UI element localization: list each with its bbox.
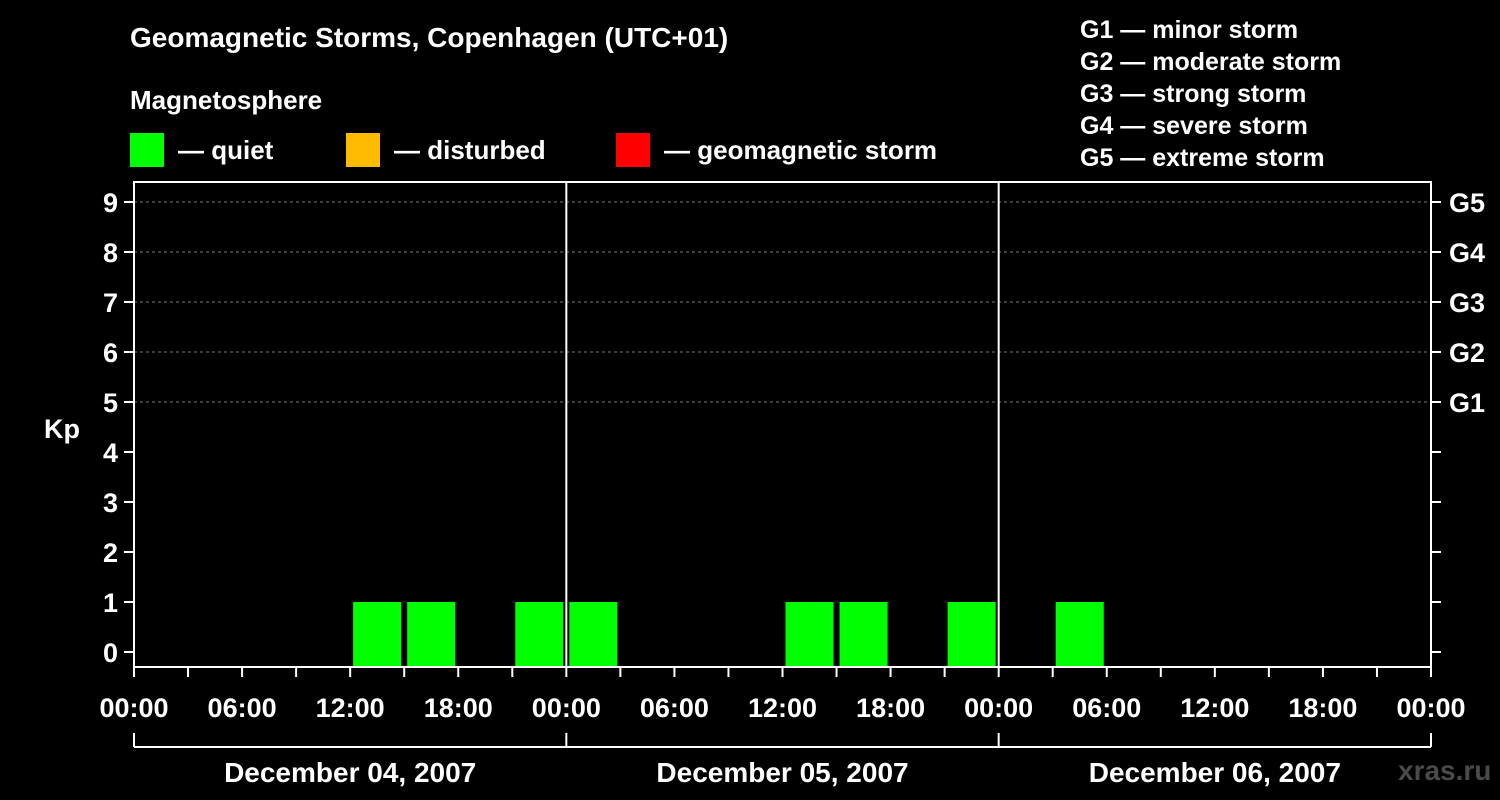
x-tick-label-3: 18:00 bbox=[424, 693, 493, 723]
kp-bar-7 bbox=[947, 602, 996, 667]
x-tick-label-4: 00:00 bbox=[532, 693, 601, 723]
x-tick-label-11: 18:00 bbox=[1288, 693, 1357, 723]
kp-bar-2 bbox=[407, 602, 456, 667]
y-tick-label-3: 3 bbox=[103, 488, 118, 518]
x-tick-label-10: 12:00 bbox=[1180, 693, 1249, 723]
storm-scale-g1: G1 — minor storm bbox=[1080, 16, 1299, 44]
x-tick-label-2: 12:00 bbox=[316, 693, 385, 723]
x-tick-label-0: 00:00 bbox=[99, 693, 168, 723]
y-tick-label-2: 2 bbox=[103, 538, 118, 568]
plot-frame bbox=[133, 181, 1432, 668]
y-tick-label-7: 7 bbox=[103, 288, 118, 318]
legend-label-quiet: — quiet bbox=[178, 134, 274, 165]
kp-bar-4 bbox=[569, 602, 618, 667]
legend-swatch-quiet bbox=[130, 133, 164, 167]
legend-label-disturbed: — disturbed bbox=[394, 134, 546, 165]
y-tick-label-5: 5 bbox=[103, 388, 118, 418]
x-tick-label-7: 18:00 bbox=[856, 693, 925, 723]
x-tick-label-6: 12:00 bbox=[748, 693, 817, 723]
legend-label-storm: — geomagnetic storm bbox=[664, 134, 938, 165]
y-tick-label-1: 1 bbox=[103, 588, 118, 618]
storm-scale-g3: G3 — strong storm bbox=[1080, 80, 1307, 108]
right-axis-label-g1: G1 bbox=[1449, 388, 1485, 418]
kp-bar-8 bbox=[1055, 602, 1104, 667]
storm-scale-g5: G5 — extreme storm bbox=[1080, 144, 1325, 172]
storm-scale-g4: G4 — severe storm bbox=[1080, 112, 1308, 140]
x-tick-label-5: 06:00 bbox=[640, 693, 709, 723]
storm-scale-g2: G2 — moderate storm bbox=[1080, 48, 1342, 76]
legend-swatch-disturbed bbox=[346, 133, 380, 167]
right-axis-label-g4: G4 bbox=[1449, 238, 1485, 268]
kp-bar-3 bbox=[515, 602, 564, 667]
y-tick-label-0: 0 bbox=[103, 638, 118, 668]
right-axis-label-g2: G2 bbox=[1449, 338, 1485, 368]
legend-disturbed: — disturbed bbox=[346, 133, 546, 167]
day-label-2: December 05, 2007 bbox=[656, 757, 908, 788]
kp-bar-1 bbox=[353, 602, 402, 667]
y-tick-label-9: 9 bbox=[103, 188, 118, 218]
chart-title: Geomagnetic Storms, Copenhagen (UTC+01) bbox=[130, 22, 729, 53]
x-tick-label-8: 00:00 bbox=[964, 693, 1033, 723]
x-tick-label-12: 00:00 bbox=[1396, 693, 1465, 723]
x-tick-label-1: 06:00 bbox=[208, 693, 277, 723]
y-tick-label-4: 4 bbox=[103, 438, 118, 468]
legend-quiet: — quiet bbox=[130, 133, 273, 167]
day-label-3: December 06, 2007 bbox=[1089, 757, 1341, 788]
y-tick-label-8: 8 bbox=[103, 238, 118, 268]
chart-subtitle: Magnetosphere bbox=[130, 85, 323, 115]
right-axis-label-g5: G5 bbox=[1449, 188, 1485, 218]
kp-bar-5 bbox=[785, 602, 834, 667]
watermark: xras.ru bbox=[1398, 755, 1492, 786]
storm-scale-legend: G1 — minor storm G2 — moderate storm G3 … bbox=[1080, 14, 1341, 174]
y-axis-label: Kp bbox=[44, 414, 80, 444]
day-label-1: December 04, 2007 bbox=[224, 757, 476, 788]
right-axis-label-g3: G3 bbox=[1449, 288, 1485, 318]
kp-bar-6 bbox=[839, 602, 888, 667]
x-tick-label-9: 06:00 bbox=[1072, 693, 1141, 723]
legend-swatch-storm bbox=[616, 133, 650, 167]
y-tick-label-6: 6 bbox=[103, 338, 118, 368]
legend-storm: — geomagnetic storm bbox=[616, 133, 937, 167]
